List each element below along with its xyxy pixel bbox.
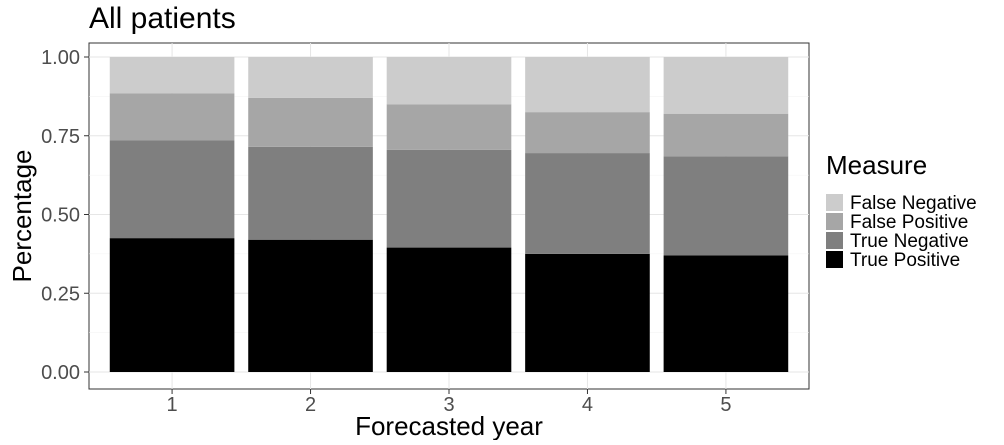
y-tick-label: 0.75 xyxy=(41,126,80,148)
bar-segment-false-negative xyxy=(663,57,789,114)
legend-title: Measure xyxy=(826,150,927,180)
x-tick-label: 5 xyxy=(720,394,731,416)
bar-segment-false-positive xyxy=(663,113,789,157)
legend-key-true-negative xyxy=(826,232,843,249)
bar-segment-false-negative xyxy=(525,57,650,113)
y-tick-label: 1.00 xyxy=(41,47,80,69)
legend-key-false-negative xyxy=(826,194,843,211)
y-tick-label: 0.50 xyxy=(41,205,80,227)
legend-label-true-negative: True Negative xyxy=(850,231,969,252)
bar-segment-false-negative xyxy=(109,57,235,94)
x-tick-label: 4 xyxy=(582,394,593,416)
bar-segment-false-negative xyxy=(248,57,373,98)
y-tick-label: 0.25 xyxy=(41,283,80,305)
x-axis-label: Forecasted year xyxy=(355,411,543,440)
bar-segment-true-positive xyxy=(248,239,373,372)
bar-segment-false-positive xyxy=(248,97,373,147)
bar-segment-true-positive xyxy=(109,238,235,372)
x-tick-label: 3 xyxy=(443,394,454,416)
x-axis-ticks: 1 2 3 4 5 xyxy=(167,389,731,416)
legend-label-false-negative: False Negative xyxy=(850,193,977,214)
bar-segment-true-positive xyxy=(525,253,650,372)
bar-segment-true-negative xyxy=(109,140,235,239)
bar-segment-true-negative xyxy=(663,156,789,256)
y-axis-label: Percentage xyxy=(7,150,37,283)
legend-label-true-positive: True Positive xyxy=(850,250,960,271)
y-axis-ticks: 0.00 0.25 0.50 0.75 1.00 xyxy=(41,47,89,384)
chart-title: All patients xyxy=(89,2,236,35)
legend-label-false-positive: False Positive xyxy=(850,212,968,233)
bar-segment-true-negative xyxy=(386,149,512,248)
bar-segment-false-positive xyxy=(525,112,650,154)
legend-key-false-positive xyxy=(826,213,843,230)
x-tick-label: 1 xyxy=(167,394,178,416)
bars xyxy=(109,57,789,372)
bar-segment-false-positive xyxy=(386,104,512,150)
bar-segment-true-negative xyxy=(525,153,650,254)
bar-segment-true-positive xyxy=(386,247,512,372)
bar-segment-false-positive xyxy=(109,93,235,141)
x-tick-label: 2 xyxy=(305,394,316,416)
bar-segment-true-positive xyxy=(663,255,789,372)
y-tick-label: 0.00 xyxy=(41,362,80,384)
legend-key-true-positive xyxy=(826,251,843,268)
bar-segment-false-negative xyxy=(386,57,512,105)
bar-segment-true-negative xyxy=(248,146,373,240)
